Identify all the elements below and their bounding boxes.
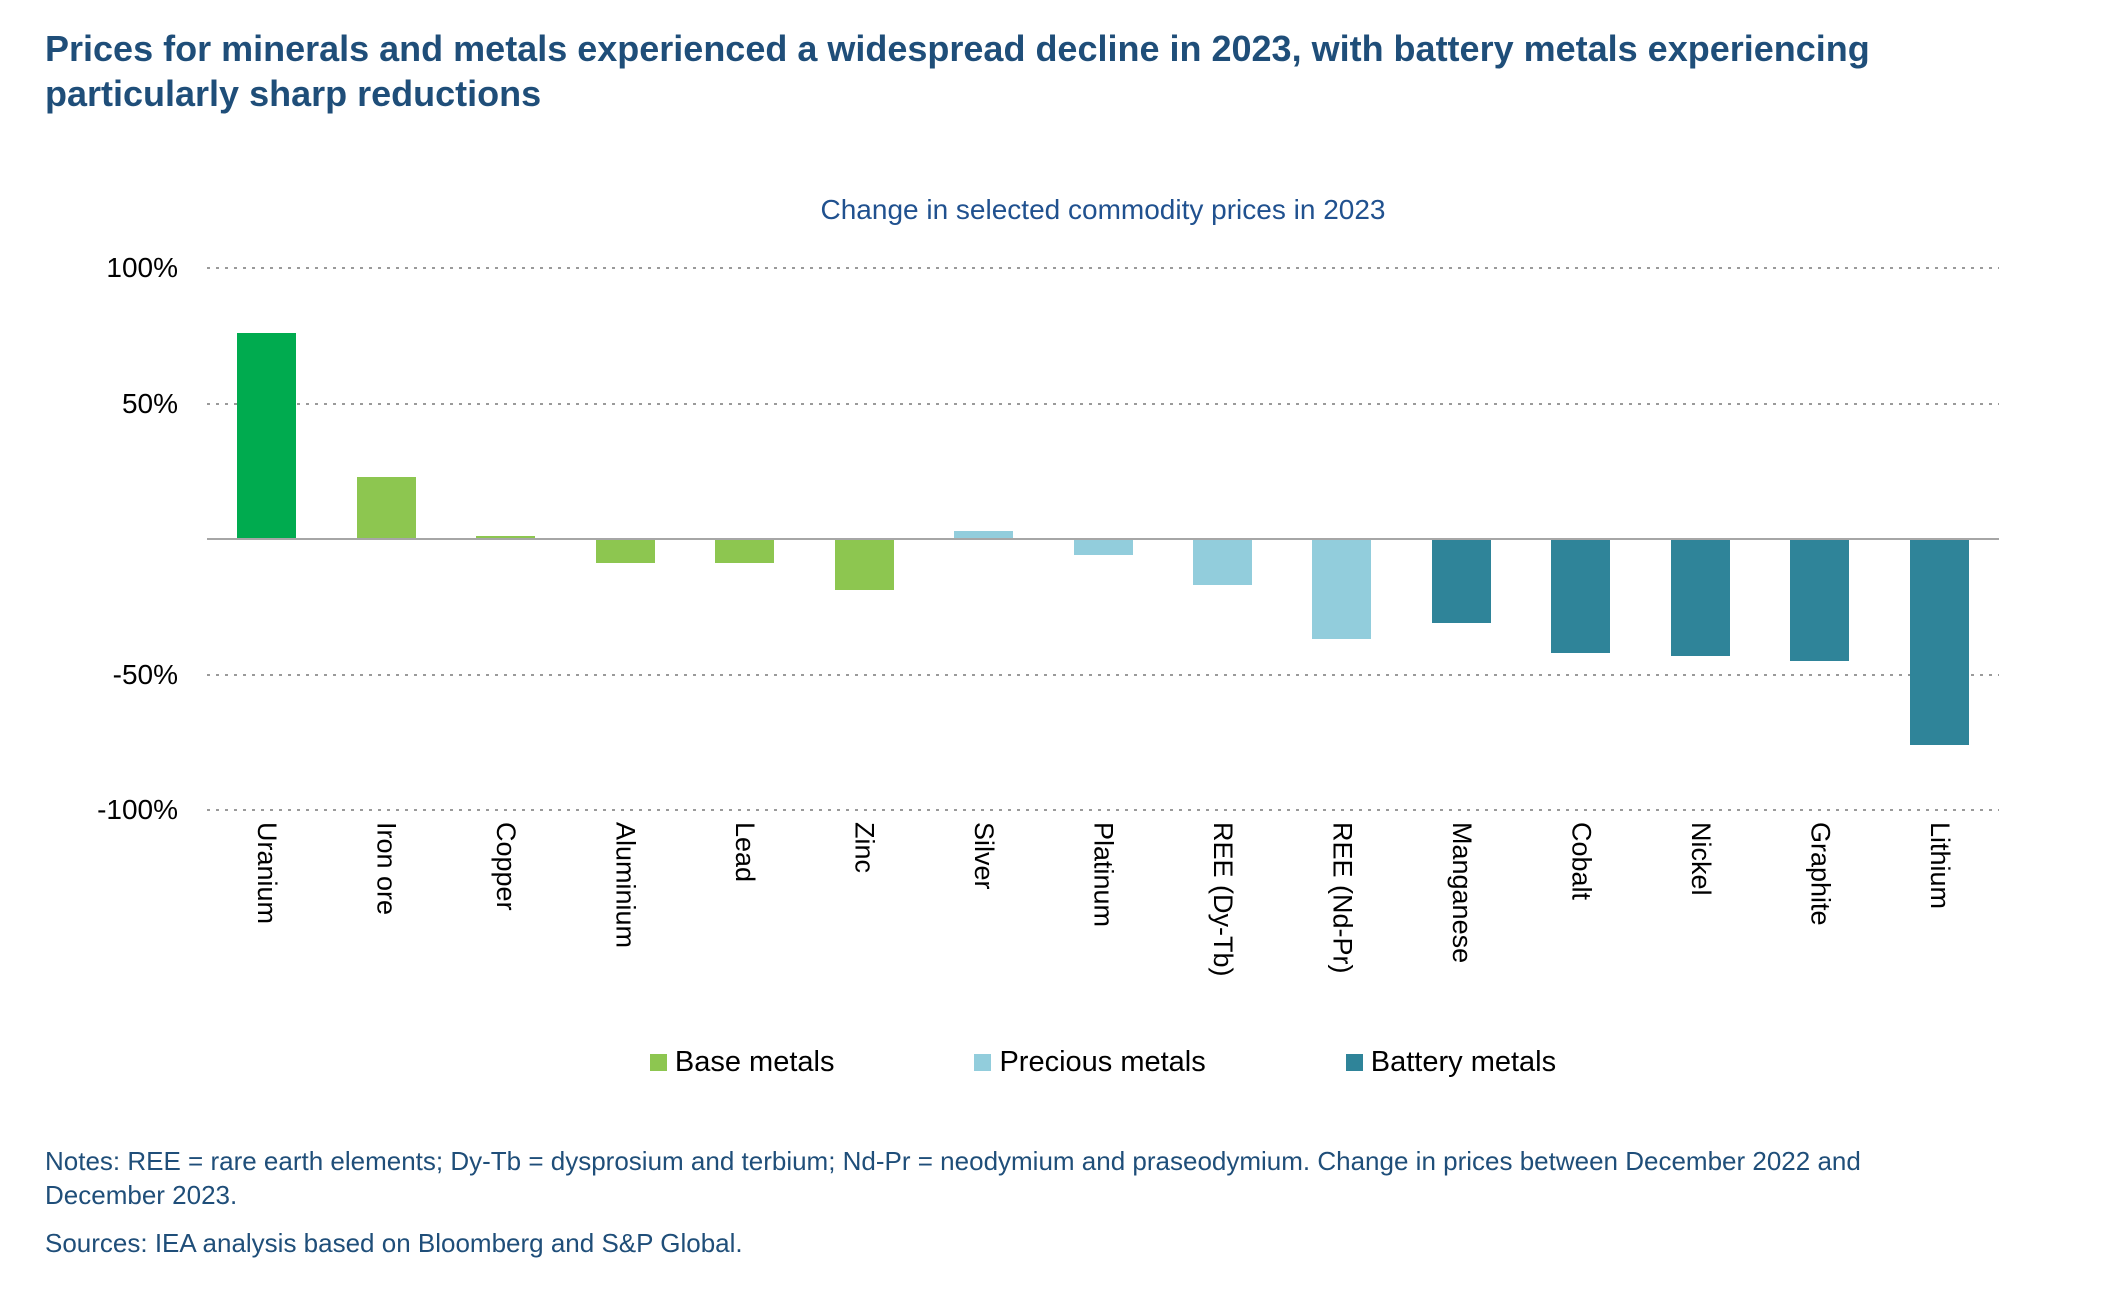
x-label-cell-uranium: Uranium xyxy=(207,810,326,1042)
bar-cell-iron-ore xyxy=(326,268,445,810)
bar-cell-manganese xyxy=(1402,268,1521,810)
x-label-ree-nd-pr: REE (Nd-Pr) xyxy=(1327,822,1358,974)
bar-nickel xyxy=(1670,539,1730,656)
x-label-lead: Lead xyxy=(730,822,761,883)
bar-chart: 100% 50% -50% -100% xyxy=(0,252,2124,825)
x-label-uranium: Uranium xyxy=(252,822,283,925)
bar-cell-ree-nd-pr xyxy=(1282,268,1401,810)
x-label-copper: Copper xyxy=(491,822,522,911)
x-label-cell-cobalt: Cobalt xyxy=(1521,810,1640,1042)
chart-footer: Notes: REE = rare earth elements; Dy-Tb … xyxy=(45,1144,2079,1260)
x-label-nickel: Nickel xyxy=(1685,822,1716,896)
bar-platinum xyxy=(1073,539,1133,556)
y-tick-label-100: -100% xyxy=(97,794,178,825)
x-label-silver: Silver xyxy=(969,822,1000,890)
x-label-cell-graphite: Graphite xyxy=(1760,810,1879,1042)
chart-subtitle: Change in selected commodity prices in 2… xyxy=(820,194,1386,225)
legend-label-precious-metals: Precious metals xyxy=(999,1045,1206,1078)
x-label-ree-dy-tb: REE (Dy-Tb) xyxy=(1207,822,1238,977)
x-label-cell-copper: Copper xyxy=(446,810,565,1042)
bar-zinc xyxy=(834,539,894,591)
bar-cell-ree-dy-tb xyxy=(1163,268,1282,810)
gridline--50 xyxy=(207,673,1999,676)
x-label-cell-ree-nd-pr: REE (Nd-Pr) xyxy=(1282,810,1401,1042)
bar-iron-ore xyxy=(356,476,416,539)
x-label-cell-iron-ore: Iron ore xyxy=(326,810,445,1042)
y-axis: 100% 50% -50% -100% xyxy=(0,252,207,825)
legend-item-base-metals: Base metals xyxy=(649,1045,835,1079)
bar-silver xyxy=(954,530,1014,539)
gridline-100 xyxy=(207,267,1999,269)
chart-legend: Base metals Precious metals Battery metals xyxy=(207,1042,1999,1082)
bar-cell-silver xyxy=(924,268,1043,810)
bar-cell-zinc xyxy=(804,268,923,810)
legend-item-precious-metals: Precious metals xyxy=(974,1045,1206,1079)
bar-cell-graphite xyxy=(1760,268,1879,810)
bar-uranium xyxy=(237,333,297,539)
legend-label-battery-metals: Battery metals xyxy=(1370,1045,1557,1078)
bar-ree-nd-pr xyxy=(1312,539,1372,640)
legend-label-base-metals: Base metals xyxy=(674,1045,835,1078)
x-label-lithium: Lithium xyxy=(1924,822,1955,910)
gridline-50 xyxy=(207,402,1999,405)
bar-aluminium xyxy=(595,539,655,564)
legend-swatch-precious-metals xyxy=(974,1053,992,1071)
notes-text: Notes: REE = rare earth elements; Dy-Tb … xyxy=(45,1146,1861,1210)
x-label-cell-manganese: Manganese xyxy=(1402,810,1521,1042)
legend-swatch-base-metals xyxy=(649,1053,667,1071)
bar-cell-lithium xyxy=(1880,268,1999,810)
bar-graphite xyxy=(1790,539,1850,661)
bar-cell-cobalt xyxy=(1521,268,1640,810)
bar-copper xyxy=(476,536,536,539)
x-label-cell-lithium: Lithium xyxy=(1880,810,1999,1042)
legend-swatch-battery-metals xyxy=(1345,1053,1363,1071)
x-label-zinc: Zinc xyxy=(849,822,880,874)
bar-cell-aluminium xyxy=(565,268,684,810)
x-label-iron-ore: Iron ore xyxy=(371,822,402,916)
bar-lithium xyxy=(1909,539,1969,745)
x-label-platinum: Platinum xyxy=(1088,822,1119,928)
x-label-cell-aluminium: Aluminium xyxy=(565,810,684,1042)
x-axis-line xyxy=(207,538,1999,540)
x-label-cell-silver: Silver xyxy=(924,810,1043,1042)
y-tick-label-50: 50% xyxy=(121,387,178,419)
page-title: Prices for minerals and metals experienc… xyxy=(45,28,1870,114)
x-label-cell-nickel: Nickel xyxy=(1641,810,1760,1042)
x-label-cell-zinc: Zinc xyxy=(804,810,923,1042)
x-label-cobalt: Cobalt xyxy=(1566,822,1597,901)
bar-lead xyxy=(715,539,775,564)
bar-cell-copper xyxy=(446,268,565,810)
y-tick-label-100: 100% xyxy=(106,252,178,283)
bars-row xyxy=(207,268,1999,810)
sources-text: Sources: IEA analysis based on Bloomberg… xyxy=(45,1228,743,1258)
y-tick-label-50: -50% xyxy=(112,658,178,690)
x-label-cell-platinum: Platinum xyxy=(1043,810,1162,1042)
bar-cobalt xyxy=(1551,539,1611,653)
x-label-cell-ree-dy-tb: REE (Dy-Tb) xyxy=(1163,810,1282,1042)
bar-ree-dy-tb xyxy=(1192,539,1252,586)
gridline--100 xyxy=(207,809,1999,811)
bar-manganese xyxy=(1431,539,1491,623)
bar-cell-platinum xyxy=(1043,268,1162,810)
x-axis-labels: Uranium Iron ore Copper Aluminium Lead Zinc Si… xyxy=(207,810,1999,1042)
x-label-cell-lead: Lead xyxy=(685,810,804,1042)
x-label-manganese: Manganese xyxy=(1446,822,1477,964)
bar-cell-lead xyxy=(685,268,804,810)
legend-item-battery-metals: Battery metals xyxy=(1345,1045,1557,1079)
plot-area xyxy=(207,267,1999,811)
bar-cell-nickel xyxy=(1641,268,1760,810)
x-label-aluminium: Aluminium xyxy=(610,822,641,949)
x-label-graphite: Graphite xyxy=(1805,822,1836,926)
bar-cell-uranium xyxy=(207,268,326,810)
